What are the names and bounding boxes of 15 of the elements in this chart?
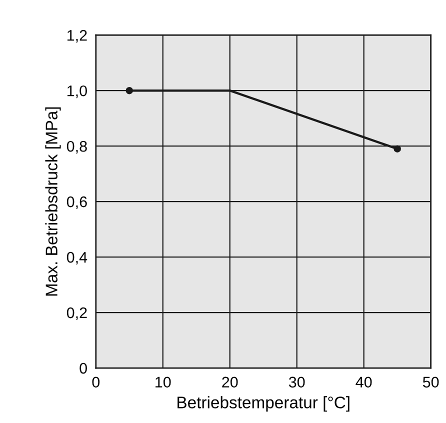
y-tick-label: 0,8 [66, 140, 87, 154]
y-tick-label: 1,0 [67, 85, 87, 98]
x-tick-label: 40 [356, 376, 372, 388]
y-tick-label: 0,6 [66, 196, 87, 210]
x-tick-label: 10 [156, 376, 171, 388]
x-tick-label: 20 [222, 376, 238, 388]
y-tick-label: 0,4 [66, 252, 88, 265]
x-axis-title: Betriebstemperatur [°C] [178, 396, 350, 412]
y-tick-label: 1,2 [67, 30, 87, 43]
x-tick-label: 0 [92, 376, 100, 388]
x-tick-label: 30 [288, 376, 305, 388]
y-tick-label: 0 [80, 362, 87, 374]
y-axis-title: Max. Betriebsdruck [MPa] [45, 107, 61, 296]
x-tick-label: 50 [422, 376, 439, 388]
y-tick-label: 0,2 [66, 307, 87, 320]
